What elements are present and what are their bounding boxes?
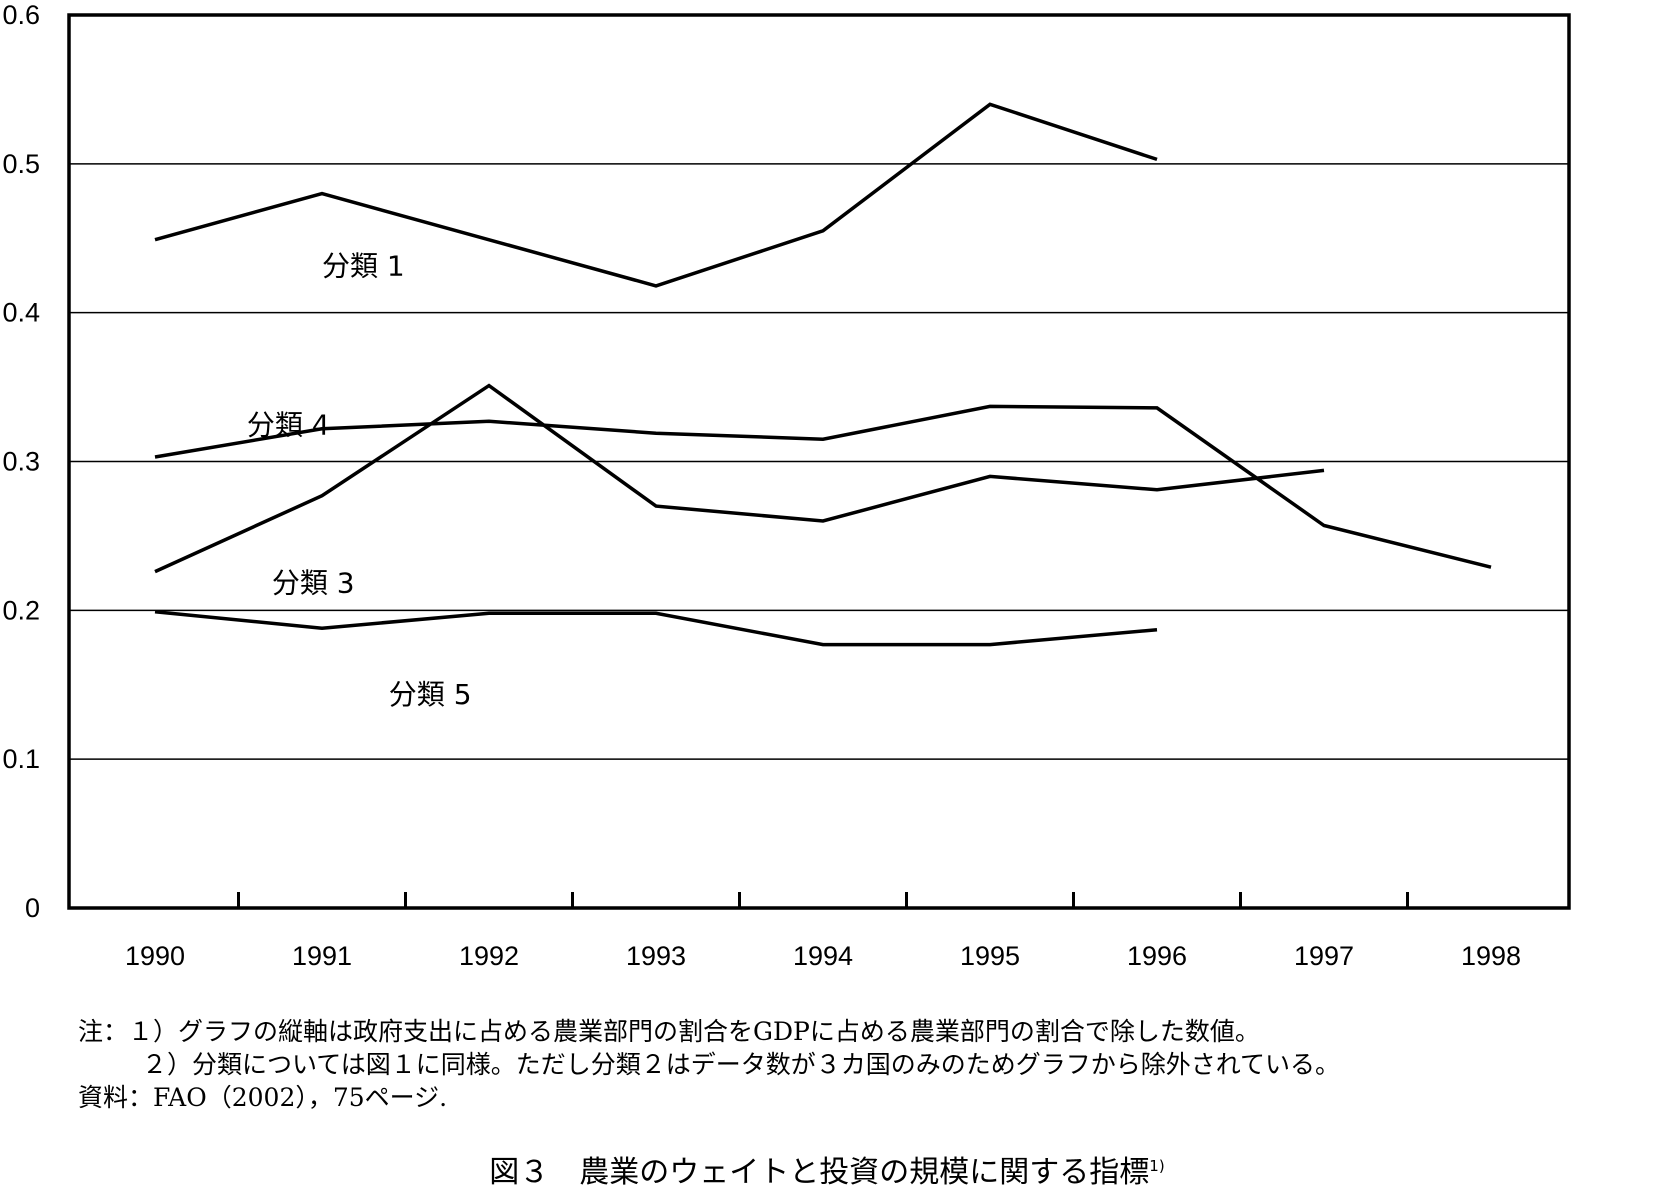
- footnote-1: 注：１）グラフの縦軸は政府支出に占める農業部門の割合をGDPに占める農業部門の割…: [78, 1017, 1260, 1046]
- x-tick-label: 1993: [626, 941, 686, 971]
- series-line-4: [154, 610, 1158, 647]
- x-axis-tick-labels: 1990 1991 1992 1993 1994 1995 1996 1997 1998: [125, 941, 1521, 971]
- y-tick-label: 0.4: [2, 298, 40, 328]
- plot-frame: [67, 13, 1571, 910]
- series-line-3: [154, 383, 1325, 574]
- x-axis-ticks: [237, 892, 1409, 908]
- figure-caption-text: 図３ 農業のウェイトと投資の規模に関する指標: [489, 1155, 1150, 1190]
- series-label: 分類 3: [272, 566, 355, 599]
- series-line-1: [154, 102, 1158, 288]
- y-tick-label: 0.2: [2, 595, 40, 625]
- series-lines: [154, 102, 1492, 647]
- x-tick-label: 1998: [1461, 941, 1521, 971]
- series-label: 分類 4: [247, 409, 330, 442]
- footnotes: 注：１）グラフの縦軸は政府支出に占める農業部門の割合をGDPに占める農業部門の割…: [78, 1015, 1648, 1114]
- footnote-2: ２）分類については図１に同様。ただし分類２はデータ数が３カ国のみのためグラフから…: [142, 1050, 1341, 1079]
- x-tick-label: 1997: [1294, 941, 1354, 971]
- x-tick-label: 1994: [793, 941, 853, 971]
- y-tick-label: 0.1: [2, 744, 40, 774]
- figure-caption-footnote-mark: 1): [1149, 1157, 1165, 1175]
- series-labels: 分類 1 分類 4 分類 3 分類 5: [247, 249, 472, 711]
- y-tick-label: 0: [25, 893, 40, 923]
- gridlines: [69, 163, 1569, 760]
- x-tick-label: 1995: [960, 941, 1020, 971]
- x-tick-label: 1990: [125, 941, 185, 971]
- series-label: 分類 5: [389, 678, 472, 711]
- source-note: 資料：FAO（2002），75ページ.: [78, 1083, 448, 1112]
- y-tick-label: 0.3: [2, 447, 40, 477]
- series-label: 分類 1: [322, 249, 405, 282]
- y-axis-tick-labels: 0 0.1 0.2 0.3 0.4 0.5 0.6: [2, 0, 40, 923]
- series-line-2: [154, 404, 1492, 569]
- x-tick-label: 1996: [1127, 941, 1187, 971]
- y-tick-label: 0.5: [2, 149, 40, 179]
- figure-caption: 図３ 農業のウェイトと投資の規模に関する指標1): [0, 1147, 1654, 1191]
- y-tick-label: 0.6: [2, 0, 40, 30]
- x-tick-label: 1991: [292, 941, 352, 971]
- x-tick-label: 1992: [459, 941, 519, 971]
